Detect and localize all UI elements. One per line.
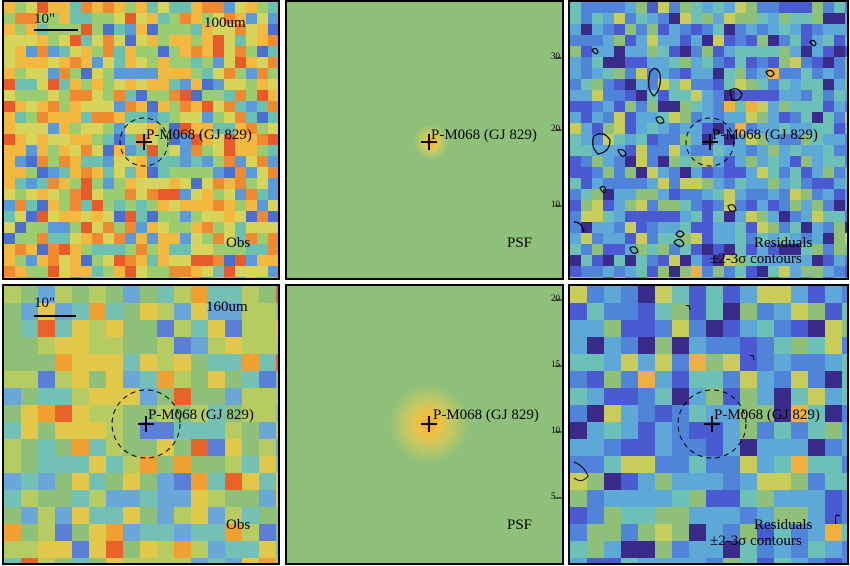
aperture-circle [685, 117, 735, 167]
obs-160um-panel: 10" 160um P-M068 (GJ 829) Obs [2, 284, 280, 565]
target-label: P-M068 (GJ 829) [712, 127, 818, 143]
contours-label: ±2-3σ contours [710, 251, 802, 267]
obs-100um-overlay [34, 29, 169, 167]
contours [573, 39, 817, 254]
panel-label-psf: PSF [507, 235, 533, 251]
target-label: P-M068 (GJ 829) [714, 407, 820, 423]
residuals-100um-panel: P-M068 (GJ 829) Residuals ±2-3σ contours [568, 0, 849, 280]
target-label: P-M068 (GJ 829) [146, 127, 252, 143]
aperture-circle [111, 389, 181, 459]
scale-bar-label: 10" [34, 11, 56, 27]
target-cross-icon [421, 416, 437, 432]
aperture-circle [677, 389, 747, 459]
residuals-100um-overlay [573, 39, 817, 254]
tick-label: 20 [551, 123, 560, 133]
psf-100um-panel: 30 20 10 P-M068 (GJ 829) PSF [285, 0, 564, 280]
residuals-160um-heatmap [570, 286, 847, 563]
target-cross-icon [136, 134, 152, 150]
target-cross-icon [138, 416, 154, 432]
target-label: P-M068 (GJ 829) [431, 127, 537, 143]
residuals-100um-heatmap [570, 2, 847, 278]
tick-label: 30 [551, 51, 560, 61]
psf-100um-image [287, 2, 562, 278]
panel-label-obs: Obs [226, 235, 251, 251]
aperture-circle [119, 117, 169, 167]
band-label: 160um [206, 299, 248, 315]
obs-160um-heatmap [4, 286, 278, 563]
tick-label: 20 [551, 293, 560, 303]
target-cross-icon [704, 416, 720, 432]
obs-100um-panel: 10" 100um P-M068 (GJ 829) Obs [2, 0, 280, 280]
scale-bar-label: 10" [34, 295, 56, 311]
residuals-label: Residuals [754, 517, 813, 533]
target-label: P-M068 (GJ 829) [433, 407, 539, 423]
contours-label: ±2-3σ contours [710, 533, 802, 549]
tick-label: 5 [551, 491, 556, 501]
obs-100um-heatmap [4, 2, 278, 278]
band-label: 100um [204, 15, 246, 31]
target-label: P-M068 (GJ 829) [148, 407, 254, 423]
residuals-label: Residuals [754, 235, 813, 251]
psf-160um-panel: 20 15 10 5 P-M068 (GJ 829) PSF [285, 284, 564, 565]
target-cross-icon [702, 134, 718, 150]
panel-label-obs: Obs [226, 517, 251, 533]
contours [573, 305, 841, 525]
panel-label-psf: PSF [507, 517, 533, 533]
tick-label: 10 [551, 425, 560, 435]
tick-label: 10 [551, 199, 560, 209]
tick-label: 15 [551, 359, 560, 369]
obs-160um-overlay [34, 315, 181, 459]
psf-160um-image [287, 286, 562, 563]
residuals-160um-overlay [573, 305, 841, 525]
residuals-160um-panel: P-M068 (GJ 829) Residuals ±2-3σ contours [568, 284, 849, 565]
target-cross-icon [421, 134, 437, 150]
